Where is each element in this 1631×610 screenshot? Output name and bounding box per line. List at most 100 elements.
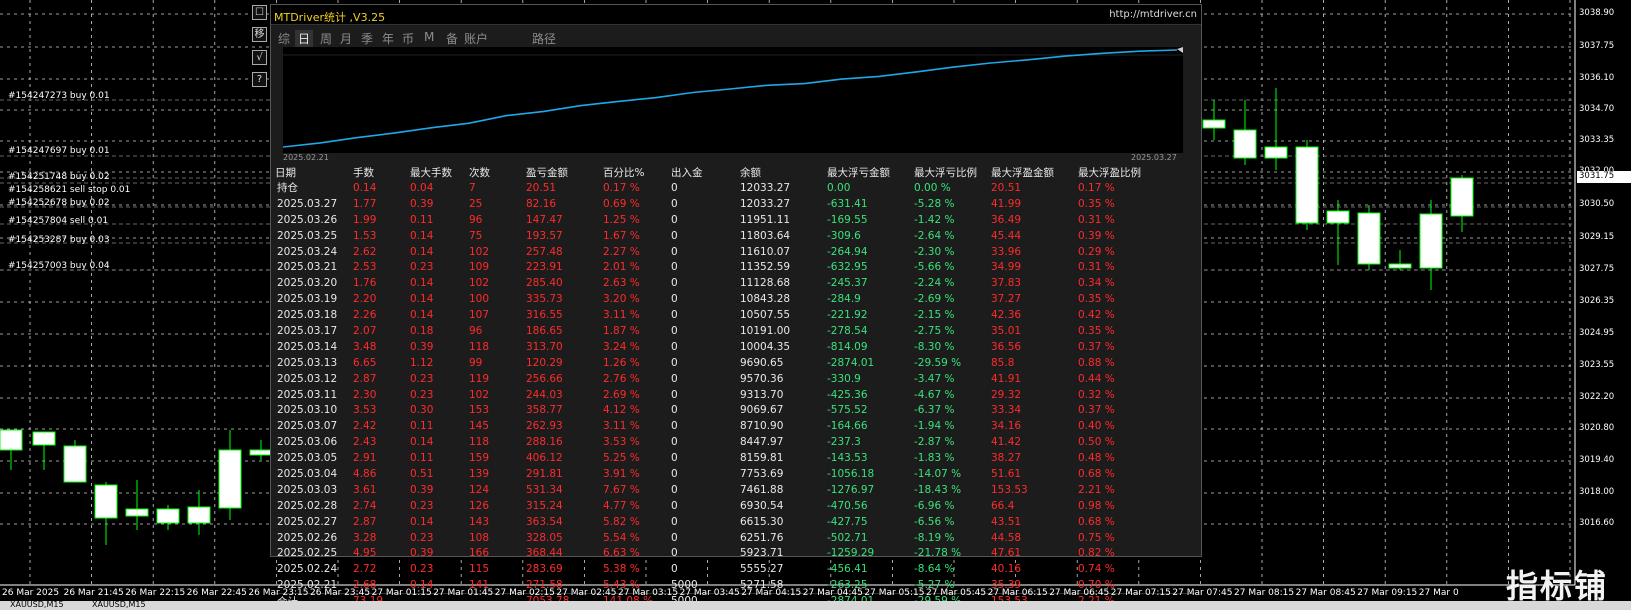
cell-5: 5.54 % [603, 531, 640, 544]
table-row[interactable]: 2025.03.06 2.43 0.14 118 288.16 3.53 % 0 8447.9… [275, 434, 1195, 450]
time-tick-label: 27 Mar 02:45 [556, 588, 617, 598]
table-row[interactable]: 2025.02.24 2.72 0.23 115 283.69 5.38 % 0 5555.2… [275, 561, 1195, 577]
chart-tab-1[interactable]: XAUUSD,M15 [10, 600, 64, 609]
minimize-button[interactable]: ☐ [252, 5, 267, 20]
table-row[interactable]: 2025.03.27 1.77 0.39 25 82.16 0.69 % 0 12033.27… [275, 196, 1195, 212]
table-row[interactable]: 2025.03.24 2.62 0.14 102 257.48 2.27 % 0 11610.… [275, 244, 1195, 260]
col-header-9[interactable]: 最大浮亏比例 [914, 167, 977, 179]
order-label[interactable]: #154258621 sell stop 0.01 [8, 185, 131, 195]
cell-4: 193.57 [526, 229, 563, 242]
tab-0[interactable]: 综 [278, 32, 291, 46]
cell-5: 1.87 % [603, 324, 640, 337]
cell-7: 12033.27 [740, 197, 791, 210]
candle-body [1357, 212, 1381, 265]
table-row[interactable]: 2025.03.11 2.30 0.23 102 244.03 2.69 % 0 9313.7… [275, 387, 1195, 403]
tab-10[interactable]: 路径 [532, 32, 557, 46]
cell-6: 0 [671, 547, 678, 560]
table-row[interactable]: 2025.03.03 3.61 0.39 124 531.34 7.67 % 0 7461.8… [275, 482, 1195, 498]
order-label[interactable]: #154257804 sell 0.01 [8, 216, 109, 226]
cell-9: -21.78 % [914, 547, 962, 560]
col-header-5[interactable]: 百分比% [603, 167, 645, 179]
tab-3[interactable]: 月 [340, 32, 353, 46]
table-row[interactable]: 2025.03.07 2.42 0.11 145 262.93 3.11 % 0 8710.9… [275, 418, 1195, 434]
cell-10: 36.49 [991, 213, 1022, 226]
table-row[interactable]: 2025.03.13 6.65 1.12 99 120.29 1.26 % 0 9690.65… [275, 355, 1195, 371]
tab-8[interactable]: 备 [446, 32, 459, 46]
table-row[interactable]: 2025.02.21 2.68 0.14 141 271.58 5.43 % 5000 527… [275, 577, 1195, 593]
cell-4: 328.05 [526, 531, 563, 544]
table-row[interactable]: 2025.03.18 2.26 0.14 107 316.55 3.11 % 0 10507.… [275, 307, 1195, 323]
order-label[interactable]: #154252678 buy 0.02 [8, 198, 110, 208]
col-header-2[interactable]: 最大手数 [410, 167, 452, 179]
candle-body [0, 429, 23, 451]
table-row[interactable]: 2025.03.12 2.87 0.23 119 256.66 2.76 % 0 9570.3… [275, 371, 1195, 387]
col-header-3[interactable]: 次数 [469, 167, 490, 179]
table-row[interactable]: 2025.03.21 2.53 0.23 109 223.91 2.01 % 0 11352.… [275, 259, 1195, 275]
tab-1[interactable]: 日 [295, 30, 314, 47]
check-button[interactable]: √ [252, 50, 267, 65]
chart-tab-2[interactable]: XAUUSD,M15 [92, 600, 146, 609]
col-header-6[interactable]: 出入金 [671, 167, 703, 179]
cell-10: 41.91 [991, 372, 1022, 385]
cell-2: 0.23 [410, 261, 434, 274]
cell-3: 141 [469, 578, 490, 591]
tab-6[interactable]: 币 [402, 32, 415, 46]
cell-5: 1.25 % [603, 213, 640, 226]
order-label[interactable]: #154247273 buy 0.01 [8, 91, 110, 101]
candle-body [94, 484, 118, 519]
cell-1: 4.95 [353, 547, 377, 560]
help-button[interactable]: ? [252, 72, 267, 87]
tab-5[interactable]: 年 [382, 32, 395, 46]
table-row[interactable]: 2025.03.19 2.20 0.14 100 335.73 3.20 % 0 10843.… [275, 291, 1195, 307]
price-tick-label: 3024.95 [1579, 328, 1615, 338]
table-row[interactable]: 2025.03.20 1.76 0.14 102 285.40 2.63 % 0 11128.… [275, 275, 1195, 291]
col-header-0[interactable]: 日期 [275, 167, 296, 179]
tab-2[interactable]: 周 [320, 32, 333, 46]
cell-0: 2025.03.17 [277, 324, 338, 337]
table-row[interactable]: 2025.02.25 4.95 0.39 166 368.44 6.63 % 0 5923.7… [275, 545, 1195, 561]
cell-10: 38.27 [991, 452, 1022, 465]
tab-9[interactable]: 账户 [464, 32, 489, 46]
order-label[interactable]: #154247697 buy 0.01 [8, 146, 110, 156]
cell-0: 2025.02.24 [277, 563, 338, 576]
col-header-4[interactable]: 盈亏金额 [526, 167, 568, 179]
cell-6: 0 [671, 372, 678, 385]
cell-7: 11803.64 [740, 229, 791, 242]
order-label[interactable]: #154251748 buy 0.02 [8, 172, 110, 182]
order-label[interactable]: #154253287 buy 0.03 [8, 235, 110, 245]
col-header-10[interactable]: 最大浮盈金额 [991, 167, 1054, 179]
table-row[interactable]: 2025.03.04 4.86 0.51 139 291.81 3.91 % 0 7753.6… [275, 466, 1195, 482]
table-row[interactable]: 2025.03.14 3.48 0.39 118 313.70 3.24 % 0 10004.… [275, 339, 1195, 355]
move-button[interactable]: 移 [252, 27, 267, 42]
table-row[interactable]: 持仓 0.14 0.04 7 20.51 0.17 % 0 12033.27 0.00 0.00 … [275, 180, 1195, 196]
current-price-label: 3031.75 [1577, 171, 1631, 183]
table-row[interactable]: 2025.03.10 3.53 0.30 153 358.77 4.12 % 0 9069.6… [275, 402, 1195, 418]
cell-5: 3.11 % [603, 420, 640, 433]
cell-7: 11610.07 [740, 245, 791, 258]
table-row[interactable]: 2025.03.17 2.07 0.18 96 186.65 1.87 % 0 10191.0… [275, 323, 1195, 339]
table-row[interactable]: 2025.02.26 3.28 0.23 108 328.05 5.54 % 0 6251.7… [275, 530, 1195, 546]
table-row[interactable]: 2025.03.05 2.91 0.11 159 406.12 5.25 % 0 8159.8… [275, 450, 1195, 466]
table-row[interactable]: 2025.03.26 1.99 0.11 96 147.47 1.25 % 0 11951.1… [275, 212, 1195, 228]
tab-7[interactable]: M [424, 30, 435, 44]
cell-8: -1259.29 [827, 547, 875, 560]
cell-10: 34.99 [991, 261, 1022, 274]
panel-url-link[interactable]: http://mtdriver.cn [1109, 9, 1197, 20]
cell-3: 109 [469, 261, 490, 274]
table-row[interactable]: 2025.02.28 2.74 0.23 126 315.24 4.77 % 0 6930.5… [275, 498, 1195, 514]
table-row[interactable]: 2025.02.27 2.87 0.14 143 363.54 5.82 % 0 6615.3… [275, 514, 1195, 530]
col-header-8[interactable]: 最大浮亏金额 [827, 167, 890, 179]
cell-3: 102 [469, 277, 490, 290]
col-header-11[interactable]: 最大浮盈比例 [1078, 167, 1141, 179]
cell-11: 0.88 % [1078, 356, 1115, 369]
order-label[interactable]: #154257003 buy 0.04 [8, 261, 110, 271]
cell-8: -221.92 [827, 309, 868, 322]
cell-0: 2025.02.27 [277, 515, 338, 528]
cell-8: -427.75 [827, 515, 868, 528]
table-row[interactable]: 2025.03.25 1.53 0.14 75 193.57 1.67 % 0 11803.6… [275, 228, 1195, 244]
col-header-1[interactable]: 手数 [353, 167, 374, 179]
cell-6: 0 [671, 277, 678, 290]
candle-body [187, 506, 211, 524]
tab-4[interactable]: 季 [361, 32, 374, 46]
col-header-7[interactable]: 余额 [740, 167, 761, 179]
